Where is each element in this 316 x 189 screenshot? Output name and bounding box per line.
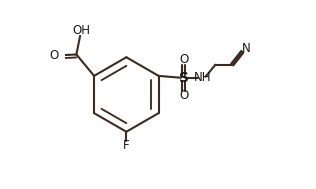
Text: O: O bbox=[49, 49, 59, 62]
Text: OH: OH bbox=[72, 24, 90, 37]
Text: O: O bbox=[179, 53, 188, 66]
Text: N: N bbox=[242, 42, 251, 55]
Text: NH: NH bbox=[194, 71, 212, 84]
Text: O: O bbox=[179, 89, 188, 102]
Text: F: F bbox=[123, 139, 130, 152]
Text: S: S bbox=[179, 71, 189, 85]
